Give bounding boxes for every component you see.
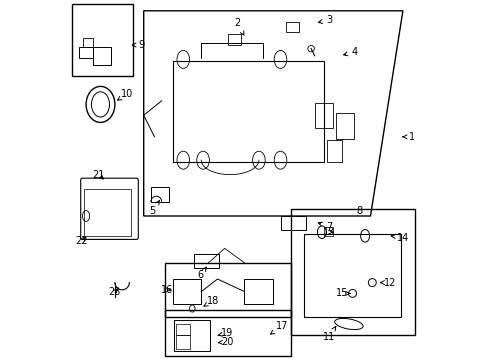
Bar (165, 263, 291, 317)
Text: 7: 7 (318, 222, 331, 232)
Text: 20: 20 (218, 337, 233, 347)
Text: 15: 15 (335, 288, 350, 298)
Bar (84, 189, 131, 236)
Text: 16: 16 (161, 285, 173, 295)
Text: 13: 13 (322, 227, 335, 237)
Text: 23: 23 (108, 287, 120, 297)
Bar (326, 140, 341, 162)
Bar (151, 187, 168, 202)
Bar (194, 254, 219, 268)
Bar (314, 103, 332, 128)
Text: 10: 10 (117, 89, 133, 100)
Text: 3: 3 (318, 15, 331, 25)
Bar (72, 4, 133, 76)
Bar (176, 324, 190, 335)
Bar (165, 310, 291, 356)
Text: 9: 9 (132, 40, 144, 50)
Bar (172, 279, 201, 304)
Text: 18: 18 (203, 296, 219, 306)
Text: 22: 22 (75, 236, 88, 246)
Bar (303, 234, 400, 317)
Bar (172, 61, 323, 162)
Bar (228, 34, 241, 45)
Bar (291, 209, 415, 335)
Bar (285, 22, 298, 32)
Text: 21: 21 (92, 170, 104, 180)
Text: 17: 17 (270, 321, 288, 334)
Text: 6: 6 (197, 267, 206, 280)
Bar (79, 47, 93, 58)
Bar (174, 320, 210, 351)
Text: 5: 5 (149, 201, 159, 216)
Text: 2: 2 (234, 18, 244, 35)
Bar (82, 38, 93, 47)
Text: 11: 11 (322, 327, 335, 342)
Text: 14: 14 (390, 233, 408, 243)
Text: 8: 8 (356, 206, 362, 216)
Bar (323, 227, 332, 236)
Bar (176, 335, 190, 349)
Bar (93, 47, 111, 65)
Text: 12: 12 (380, 278, 396, 288)
Text: 4: 4 (343, 47, 357, 57)
Text: 19: 19 (218, 328, 233, 338)
Text: 1: 1 (402, 132, 414, 142)
Bar (336, 113, 354, 139)
Bar (280, 216, 305, 230)
Bar (244, 279, 273, 304)
